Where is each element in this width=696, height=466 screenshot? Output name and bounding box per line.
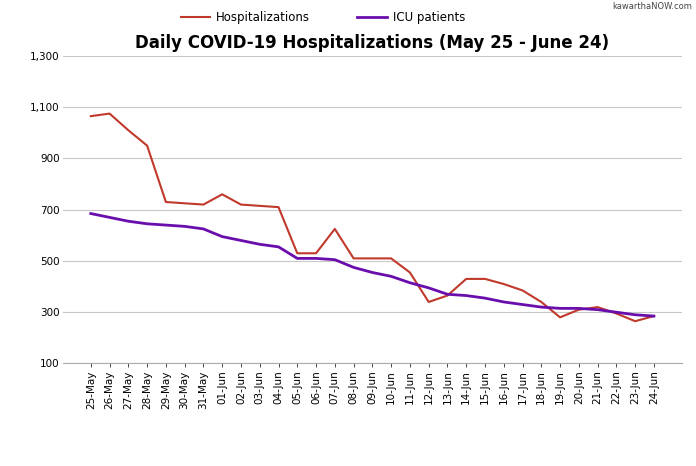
ICU patients (500, 299, 508, 305)
Hospitalizations (312, 251, 320, 256)
Hospitalizations (105, 111, 113, 116)
Hospitalizations (368, 255, 377, 261)
ICU patients (218, 234, 226, 240)
Hospitalizations (575, 307, 583, 313)
Hospitalizations (519, 288, 527, 293)
Hospitalizations (237, 202, 245, 207)
ICU patients (594, 307, 602, 313)
ICU patients (293, 255, 301, 261)
ICU patients (443, 292, 452, 297)
Hospitalizations (124, 127, 132, 133)
Hospitalizations (481, 276, 489, 281)
Title: Daily COVID-19 Hospitalizations (May 25 - June 24): Daily COVID-19 Hospitalizations (May 25 … (135, 34, 610, 52)
Line: ICU patients: ICU patients (90, 213, 654, 316)
ICU patients (349, 265, 358, 270)
ICU patients (86, 211, 95, 216)
Hospitalizations (349, 255, 358, 261)
ICU patients (519, 302, 527, 308)
Hospitalizations (143, 143, 151, 148)
Hospitalizations (556, 315, 564, 320)
Hospitalizations (443, 293, 452, 298)
Hospitalizations (218, 192, 226, 197)
Hospitalizations (500, 281, 508, 287)
Hospitalizations (462, 276, 470, 281)
Hospitalizations (406, 270, 414, 275)
Hospitalizations (293, 251, 301, 256)
ICU patients (274, 244, 283, 250)
ICU patients (161, 222, 170, 228)
Hospitalizations (650, 313, 658, 319)
ICU patients (180, 224, 189, 229)
ICU patients (199, 226, 207, 232)
ICU patients (143, 221, 151, 226)
ICU patients (255, 241, 264, 247)
Hospitalizations (180, 200, 189, 206)
Hospitalizations (255, 203, 264, 209)
ICU patients (650, 313, 658, 319)
ICU patients (331, 257, 339, 262)
Legend: Hospitalizations, ICU patients: Hospitalizations, ICU patients (176, 7, 470, 29)
Hospitalizations (612, 311, 621, 316)
ICU patients (124, 219, 132, 224)
Line: Hospitalizations: Hospitalizations (90, 114, 654, 321)
ICU patients (556, 306, 564, 311)
ICU patients (481, 295, 489, 301)
Hospitalizations (387, 255, 395, 261)
Hospitalizations (631, 318, 640, 324)
Hospitalizations (594, 304, 602, 310)
ICU patients (105, 214, 113, 220)
ICU patients (387, 274, 395, 279)
Hospitalizations (86, 113, 95, 119)
ICU patients (425, 285, 433, 291)
ICU patients (462, 293, 470, 298)
Hospitalizations (161, 199, 170, 205)
Hospitalizations (274, 204, 283, 210)
ICU patients (406, 280, 414, 286)
Hospitalizations (199, 202, 207, 207)
ICU patients (312, 255, 320, 261)
Hospitalizations (331, 226, 339, 232)
Text: kawarthaNOW.com: kawarthaNOW.com (612, 2, 693, 11)
ICU patients (537, 304, 546, 310)
ICU patients (631, 312, 640, 318)
ICU patients (237, 238, 245, 243)
ICU patients (612, 309, 621, 315)
Hospitalizations (537, 299, 546, 305)
ICU patients (575, 306, 583, 311)
Hospitalizations (425, 299, 433, 305)
ICU patients (368, 270, 377, 275)
